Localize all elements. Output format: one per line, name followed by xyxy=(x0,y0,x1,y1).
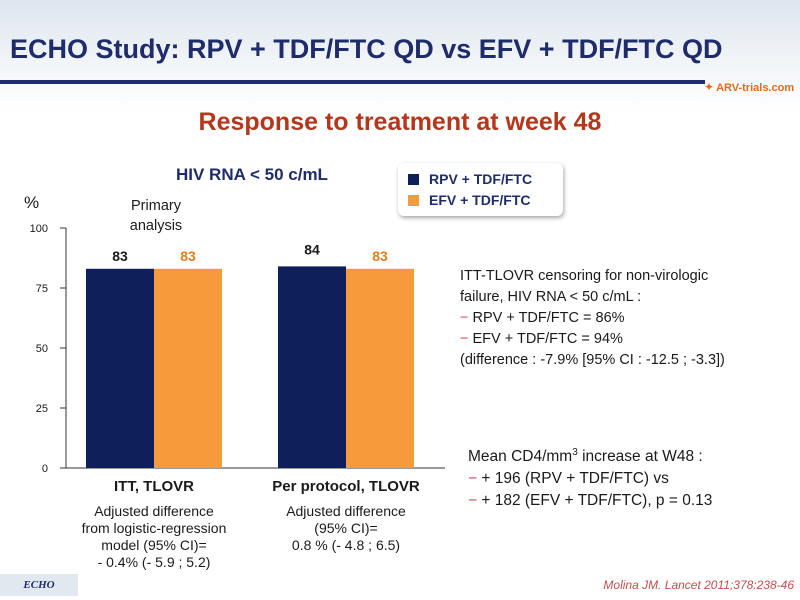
legend-item-rpv: RPV + TDF/FTC xyxy=(408,171,532,187)
category-note-line: 0.8 % (- 4.8 ; 6.5) xyxy=(292,537,400,553)
cd4-item-2-text: + 182 (EFV + TDF/FTC), p = 0.13 xyxy=(481,492,713,510)
y-tick-label: 0 xyxy=(42,463,48,475)
bar-value-label: 83 xyxy=(372,248,388,264)
legend-label-efv: EFV + TDF/FTC xyxy=(429,192,531,208)
cd4-line-1-sup: 3 xyxy=(572,447,578,458)
legend-item-efv: EFV + TDF/FTC xyxy=(408,192,531,208)
header-background xyxy=(0,0,800,112)
logo-mark-icon: ✦ xyxy=(704,80,715,94)
slide-subtitle: Response to treatment at week 48 xyxy=(198,108,602,136)
tlovr-line-1: ITT-TLOVR censoring for non-virologic xyxy=(460,268,709,284)
arv-trials-logo: ✦ ARV-trials.com xyxy=(704,80,794,94)
dash-bullet: − xyxy=(468,470,478,488)
bar-value-label: 83 xyxy=(180,248,196,264)
y-tick-label: 75 xyxy=(36,283,48,295)
category-note-line: (95% CI)= xyxy=(314,520,377,536)
cd4-item-1-text: + 196 (RPV + TDF/FTC) vs xyxy=(481,470,669,488)
tlovr-item-1: − RPV + TDF/FTC = 86% xyxy=(460,308,725,329)
chart-heading: HIV RNA < 50 c/mL xyxy=(176,165,328,184)
y-tick-label: 50 xyxy=(36,343,48,355)
primary-analysis-line-1: Primary xyxy=(131,198,182,214)
cd4-line-1-pre: Mean CD4/mm xyxy=(468,448,573,466)
legend-swatch-rpv xyxy=(408,173,419,185)
chart-legend: RPV + TDF/FTC EFV + TDF/FTC xyxy=(398,163,563,216)
bar-rpv xyxy=(86,268,154,468)
x-category-label: Per protocol, TLOVR xyxy=(272,478,420,495)
dash-bullet: − xyxy=(468,492,478,510)
category-note-line: Adjusted difference xyxy=(286,503,406,519)
y-axis-label: % xyxy=(24,193,39,212)
logo-text: ARV-trials.com xyxy=(716,82,795,94)
bars-layer xyxy=(86,266,414,468)
y-tick-label: 100 xyxy=(30,223,48,235)
cd4-line-1: Mean CD4/mm3 increase at W48 : xyxy=(468,442,712,468)
primary-analysis-line-2: analysis xyxy=(130,218,182,234)
bar-efv xyxy=(154,268,222,468)
dash-bullet: − xyxy=(460,331,469,347)
y-tick-label: 25 xyxy=(36,403,48,415)
category-note-line: from logistic-regression xyxy=(82,520,227,536)
cd4-item-1: − + 196 (RPV + TDF/FTC) vs xyxy=(468,468,712,490)
bar-efv xyxy=(346,268,414,468)
tlovr-note: ITT-TLOVR censoring for non-virologic fa… xyxy=(460,266,725,371)
slide-title: ECHO Study: RPV + TDF/FTC QD vs EFV + TD… xyxy=(10,34,723,64)
tlovr-item-2-text: EFV + TDF/FTC = 94% xyxy=(472,331,623,347)
tlovr-line-3: (difference : -7.9% [95% CI : -12.5 ; -3… xyxy=(460,352,725,368)
bar-rpv xyxy=(278,266,346,468)
cd4-item-2: − + 182 (EFV + TDF/FTC), p = 0.13 xyxy=(468,490,712,512)
tlovr-line-2: failure, HIV RNA < 50 c/mL : xyxy=(460,289,642,305)
citation: Molina JM. Lancet 2011;378:238-46 xyxy=(603,578,794,592)
cd4-note: Mean CD4/mm3 increase at W48 : − + 196 (… xyxy=(468,442,712,512)
dash-bullet: − xyxy=(460,310,469,326)
category-note-line: - 0.4% (- 5.9 ; 5.2) xyxy=(98,554,211,570)
category-note-line: Adjusted difference xyxy=(94,503,214,519)
footer-study-tag: ECHO xyxy=(0,574,78,596)
x-category-label: ITT, TLOVR xyxy=(114,478,194,495)
legend-label-rpv: RPV + TDF/FTC xyxy=(429,171,533,187)
title-rule xyxy=(0,80,705,84)
category-note-line: model (95% CI)= xyxy=(101,537,206,553)
cd4-line-1-post: increase at W48 : xyxy=(577,448,703,466)
bar-value-label: 84 xyxy=(304,241,320,257)
bar-value-label: 83 xyxy=(112,248,128,264)
tlovr-item-2: − EFV + TDF/FTC = 94% xyxy=(460,329,725,350)
tlovr-item-1-text: RPV + TDF/FTC = 86% xyxy=(472,310,625,326)
legend-swatch-efv xyxy=(408,194,419,206)
